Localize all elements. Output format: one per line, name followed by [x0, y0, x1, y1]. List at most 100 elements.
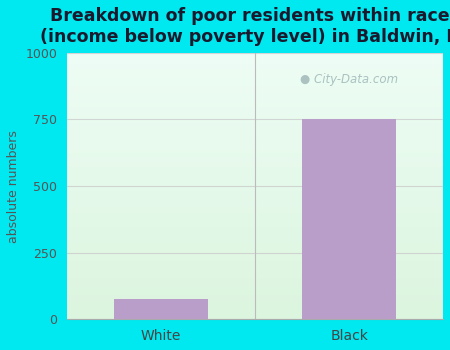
Bar	[67, 238, 443, 239]
Bar	[67, 137, 443, 138]
Bar	[67, 86, 443, 88]
Bar	[67, 53, 443, 54]
Bar	[67, 154, 443, 155]
Bar	[67, 211, 443, 213]
Bar	[67, 122, 443, 124]
Bar	[67, 73, 443, 74]
Bar	[67, 163, 443, 165]
Bar	[67, 84, 443, 85]
Bar	[114, 299, 208, 319]
Bar	[67, 251, 443, 253]
Bar	[67, 312, 443, 313]
Bar	[67, 266, 443, 267]
Bar	[67, 125, 443, 126]
Bar	[67, 94, 443, 96]
Bar	[67, 279, 443, 281]
Bar	[67, 198, 443, 200]
Bar	[67, 165, 443, 166]
Bar	[67, 70, 443, 71]
Bar	[67, 107, 443, 109]
Bar	[67, 88, 443, 89]
Bar	[67, 141, 443, 142]
Bar	[67, 231, 443, 233]
Bar	[67, 229, 443, 230]
Bar	[67, 61, 443, 62]
Bar	[67, 182, 443, 183]
Bar	[67, 112, 443, 113]
Bar	[67, 287, 443, 289]
Bar	[67, 257, 443, 258]
Bar	[67, 169, 443, 170]
Bar	[67, 142, 443, 144]
Bar	[67, 199, 443, 201]
Bar	[67, 56, 443, 57]
Bar	[67, 133, 443, 134]
Bar	[67, 274, 443, 275]
Bar	[67, 177, 443, 178]
Bar	[67, 270, 443, 271]
Bar	[67, 265, 443, 266]
Bar	[67, 135, 443, 137]
Bar	[67, 215, 443, 217]
Bar	[67, 57, 443, 58]
Bar	[67, 202, 443, 203]
Bar	[67, 277, 443, 278]
Bar	[67, 96, 443, 97]
Bar	[67, 294, 443, 295]
Bar	[67, 242, 443, 243]
Bar	[67, 222, 443, 223]
Bar	[67, 291, 443, 293]
Bar	[67, 78, 443, 79]
Bar	[67, 106, 443, 107]
Bar	[67, 205, 443, 206]
Bar	[67, 62, 443, 63]
Bar	[67, 81, 443, 82]
Bar	[67, 144, 443, 145]
Bar	[67, 259, 443, 261]
Bar	[67, 243, 443, 245]
Bar	[67, 241, 443, 242]
Bar	[67, 145, 443, 146]
Bar	[67, 309, 443, 310]
Bar	[67, 299, 443, 301]
Bar	[67, 130, 443, 132]
Bar	[67, 155, 443, 157]
Bar	[67, 98, 443, 99]
Bar	[67, 234, 443, 236]
Title: Breakdown of poor residents within races
(income below poverty level) in Baldwin: Breakdown of poor residents within races…	[40, 7, 450, 46]
Bar	[67, 210, 443, 211]
Bar	[67, 247, 443, 249]
Bar	[67, 104, 443, 105]
Bar	[67, 186, 443, 188]
Bar	[67, 201, 443, 202]
Bar	[67, 162, 443, 163]
Bar	[67, 138, 443, 139]
Bar	[67, 263, 443, 265]
Bar	[67, 317, 443, 318]
Bar	[67, 286, 443, 287]
Bar	[67, 180, 443, 181]
Bar	[67, 206, 443, 208]
Bar	[67, 233, 443, 234]
Bar	[67, 281, 443, 282]
Bar	[67, 221, 443, 222]
Bar	[67, 167, 443, 169]
Bar	[67, 209, 443, 210]
Bar	[67, 69, 443, 70]
Bar	[67, 121, 443, 122]
Bar	[67, 217, 443, 218]
Bar	[67, 310, 443, 312]
Bar	[67, 223, 443, 225]
Bar	[67, 114, 443, 116]
Bar	[67, 146, 443, 147]
Y-axis label: absolute numbers: absolute numbers	[7, 130, 20, 243]
Bar	[67, 105, 443, 106]
Bar	[67, 290, 443, 291]
Bar	[67, 109, 443, 110]
Bar	[67, 246, 443, 247]
Bar	[67, 93, 443, 94]
Bar	[67, 219, 443, 221]
Bar	[67, 149, 443, 150]
Bar	[67, 85, 443, 86]
Bar	[67, 256, 443, 257]
